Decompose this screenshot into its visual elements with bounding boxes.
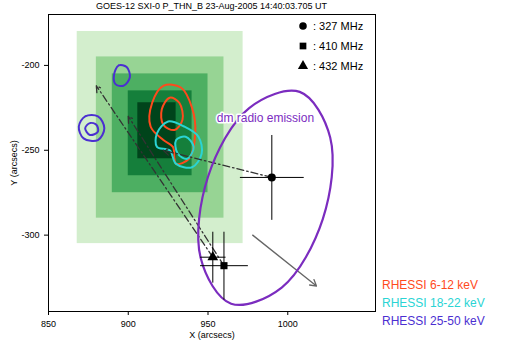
html-text:: 410 MHz: : 410 MHz (313, 40, 364, 52)
svg-text:-200: -200 (21, 60, 39, 70)
html-text:RHESSI 18-22 keV: RHESSI 18-22 keV (382, 296, 485, 310)
html-text:RHESSI 6-12 keV: RHESSI 6-12 keV (382, 278, 478, 292)
svg-text:850: 850 (41, 319, 56, 329)
svg-text:-250: -250 (21, 145, 39, 155)
svg-text:900: 900 (121, 319, 136, 329)
svg-text:dm radio emission: dm radio emission (217, 111, 314, 125)
html-text:: 432 MHz: : 432 MHz (313, 60, 364, 72)
svg-text:-300: -300 (21, 230, 39, 240)
html-text:RHESSI 25-50 keV: RHESSI 25-50 keV (382, 314, 485, 328)
svg-text:1000: 1000 (278, 319, 298, 329)
svg-text:X (arcsecs): X (arcsecs) (189, 330, 235, 340)
html-text:GOES-12 SXI-0 P_THN_B 23-Aug-2: GOES-12 SXI-0 P_THN_B 23-Aug-2005 14:40:… (95, 1, 328, 11)
svg-text:950: 950 (200, 319, 215, 329)
html-text:: 327 MHz: : 327 MHz (313, 20, 364, 32)
svg-text:Y (arcsecs): Y (arcsecs) (9, 140, 19, 185)
